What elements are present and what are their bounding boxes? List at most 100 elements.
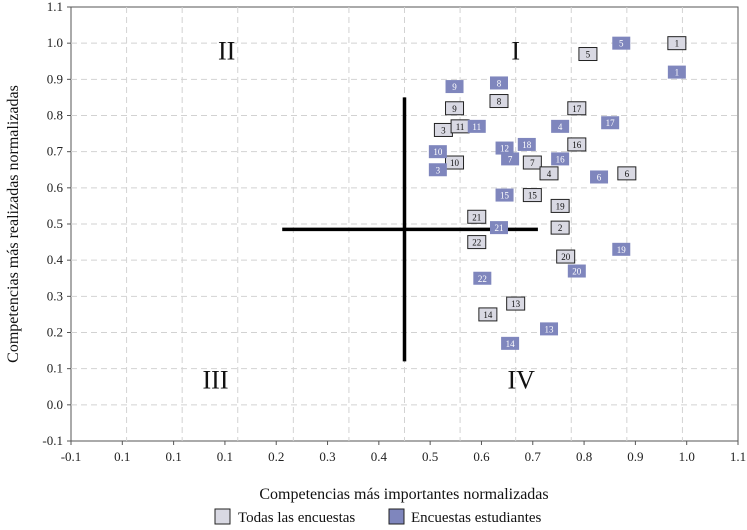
point-estudiantes-18: 18 bbox=[517, 137, 536, 151]
x-tick-label: -0.1 bbox=[61, 449, 82, 464]
point-label: 11 bbox=[472, 122, 481, 132]
legend-label-estudiantes: Encuestas estudiantes bbox=[411, 510, 542, 526]
point-label: 10 bbox=[433, 147, 443, 157]
point-marker bbox=[506, 296, 526, 311]
point-label: 14 bbox=[506, 339, 516, 349]
point-marker bbox=[495, 141, 514, 155]
point-marker bbox=[551, 152, 570, 166]
point-estudiantes-21: 21 bbox=[489, 221, 508, 235]
point-marker bbox=[567, 101, 587, 116]
point-marker bbox=[467, 119, 486, 133]
point-todas-21: 21 bbox=[467, 209, 487, 224]
point-todas-13: 13 bbox=[506, 296, 526, 311]
point-marker bbox=[489, 94, 509, 109]
point-label: 4 bbox=[558, 122, 563, 132]
x-tick-label: 1.1 bbox=[730, 449, 746, 464]
point-marker bbox=[539, 166, 559, 181]
point-label: 14 bbox=[483, 310, 493, 320]
point-marker bbox=[590, 170, 609, 184]
point-marker bbox=[517, 137, 536, 151]
x-tick-label: 0.1 bbox=[217, 449, 233, 464]
point-label: 1 bbox=[675, 68, 680, 78]
point-todas-22: 22 bbox=[467, 235, 487, 250]
x-tick-label: 0.6 bbox=[473, 449, 490, 464]
quadrant-label-ii: II bbox=[218, 36, 235, 65]
point-marker bbox=[473, 271, 492, 285]
y-tick-label: 0.6 bbox=[47, 180, 64, 195]
x-tick-label: 0.5 bbox=[422, 449, 438, 464]
point-todas-11: 11 bbox=[450, 119, 470, 134]
point-label: 6 bbox=[597, 172, 602, 182]
point-todas-10: 10 bbox=[445, 155, 465, 170]
point-marker bbox=[550, 220, 570, 235]
point-label: 3 bbox=[441, 125, 446, 135]
point-estudiantes-4: 4 bbox=[551, 119, 570, 133]
point-estudiantes-9: 9 bbox=[445, 80, 464, 94]
point-label: 19 bbox=[617, 245, 627, 255]
point-label: 9 bbox=[452, 82, 457, 92]
legend: Todas las encuestas Encuestas estudiante… bbox=[214, 508, 542, 526]
x-tick-label: 0.9 bbox=[627, 449, 643, 464]
point-label: 8 bbox=[497, 97, 502, 107]
point-label: 20 bbox=[561, 252, 571, 262]
point-estudiantes-5: 5 bbox=[612, 36, 631, 50]
point-label: 8 bbox=[497, 78, 502, 88]
point-label: 15 bbox=[500, 191, 510, 201]
point-todas-6: 6 bbox=[617, 166, 637, 181]
point-label: 16 bbox=[572, 140, 582, 150]
x-tick-label: 0.8 bbox=[576, 449, 592, 464]
quadrant-label-iii: III bbox=[203, 366, 229, 395]
point-todas-7: 7 bbox=[522, 155, 542, 170]
point-todas-5: 5 bbox=[578, 47, 598, 62]
point-marker bbox=[489, 76, 508, 90]
quadrant-label-iv: IV bbox=[508, 366, 536, 395]
point-label: 18 bbox=[522, 140, 532, 150]
point-label: 3 bbox=[436, 165, 441, 175]
point-marker bbox=[501, 336, 520, 350]
point-estudiantes-11: 11 bbox=[467, 119, 486, 133]
x-axis-ticks: -0.1 0.1 0.1 0.1 0.2 0.3 0.4 0.5 0.6 0.7 0.8 0.9 1.0… bbox=[61, 441, 746, 464]
point-marker bbox=[445, 155, 465, 170]
x-axis-title: Competencias más importantes normalizada… bbox=[259, 486, 548, 503]
point-estudiantes-19: 19 bbox=[612, 242, 631, 256]
point-label: 9 bbox=[452, 104, 457, 114]
y-tick-label: 0.9 bbox=[47, 71, 63, 86]
point-marker bbox=[540, 322, 559, 336]
point-label: 15 bbox=[528, 191, 538, 201]
point-marker bbox=[489, 221, 508, 235]
y-tick-label: 0.2 bbox=[47, 325, 63, 340]
point-label: 12 bbox=[500, 144, 509, 154]
point-marker bbox=[617, 166, 637, 181]
point-estudiantes-10: 10 bbox=[428, 145, 447, 159]
point-todas-1: 1 bbox=[667, 36, 687, 51]
point-todas-2: 2 bbox=[550, 220, 570, 235]
point-estudiantes-7: 7 bbox=[501, 152, 520, 166]
point-marker bbox=[567, 264, 586, 278]
point-todas-4: 4 bbox=[539, 166, 559, 181]
point-label: 4 bbox=[547, 169, 552, 179]
point-estudiantes-15: 15 bbox=[495, 188, 514, 202]
point-todas-19: 19 bbox=[550, 198, 570, 213]
y-tick-label: 0.0 bbox=[47, 397, 63, 412]
point-marker bbox=[522, 188, 542, 203]
legend-swatch-todas bbox=[214, 508, 231, 525]
point-label: 21 bbox=[472, 212, 481, 222]
point-marker bbox=[667, 36, 687, 51]
point-label: 6 bbox=[625, 169, 630, 179]
point-estudiantes-13: 13 bbox=[540, 322, 559, 336]
point-marker bbox=[667, 65, 686, 79]
y-tick-label: 0.7 bbox=[47, 144, 64, 159]
point-estudiantes-20: 20 bbox=[567, 264, 586, 278]
point-label: 13 bbox=[545, 324, 555, 334]
point-estudiantes-22: 22 bbox=[473, 271, 492, 285]
y-tick-label: -0.1 bbox=[42, 433, 63, 448]
y-axis-ticks: -0.1 0.0 0.1 0.2 0.3 0.4 0.5 0.6 0.7 0.8 0.9 1.0 1.1 bbox=[42, 0, 71, 448]
y-tick-label: 0.8 bbox=[47, 108, 63, 123]
point-todas-17: 17 bbox=[567, 101, 587, 116]
point-marker bbox=[478, 307, 498, 322]
point-marker bbox=[467, 209, 487, 224]
point-marker bbox=[445, 101, 465, 116]
point-marker bbox=[495, 188, 514, 202]
